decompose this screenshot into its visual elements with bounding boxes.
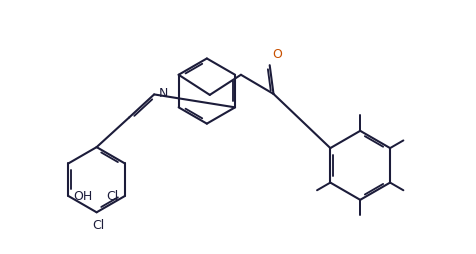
Text: OH: OH bbox=[73, 189, 92, 202]
Text: Cl: Cl bbox=[92, 219, 104, 232]
Text: O: O bbox=[272, 48, 282, 61]
Text: Cl: Cl bbox=[106, 189, 119, 202]
Text: N: N bbox=[159, 87, 169, 100]
